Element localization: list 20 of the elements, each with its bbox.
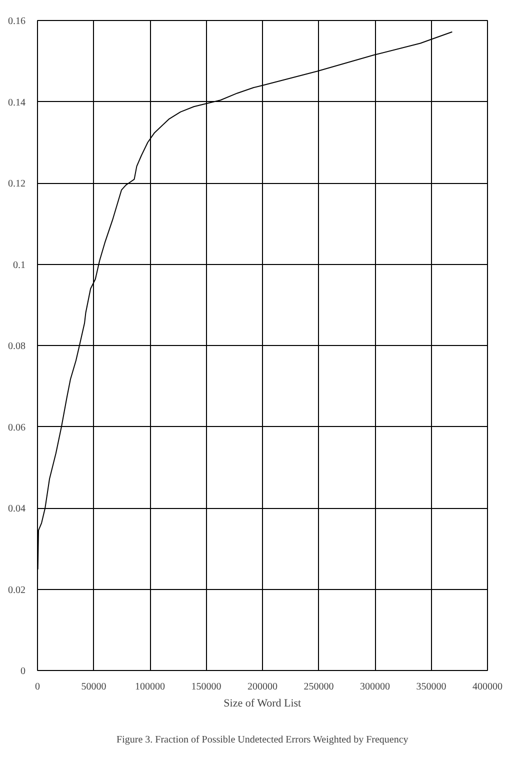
y-tick-label: 0.1 — [13, 260, 26, 271]
x-tick-label: 0 — [35, 682, 40, 692]
y-tick-label: 0.16 — [8, 16, 26, 27]
x-tick-label: 100000 — [135, 682, 165, 692]
y-tick-label: 0.02 — [8, 584, 26, 596]
x-tick-label: 50000 — [81, 682, 106, 692]
x-tick-label: 200000 — [248, 682, 278, 692]
x-axis-title: Size of Word List — [224, 698, 302, 710]
y-tick-label: 0.08 — [8, 341, 26, 352]
x-tick-label: 150000 — [191, 682, 222, 692]
caption: Figure 3. Fraction of Possible Undetected Errors Weighted by Frequency — [116, 734, 408, 746]
y-tick-label: 0.12 — [8, 178, 26, 190]
y-tick-label: 0.14 — [8, 97, 26, 108]
y-tick-label: 0.06 — [8, 422, 26, 434]
x-tick-label: 400000 — [472, 682, 502, 692]
y-tick-label: 0.04 — [8, 504, 26, 514]
x-tick-label: 250000 — [304, 682, 334, 692]
x-tick-label: 350000 — [416, 682, 446, 692]
x-tick-label: 300000 — [360, 682, 390, 692]
y-tick-label: 0 — [20, 666, 26, 677]
